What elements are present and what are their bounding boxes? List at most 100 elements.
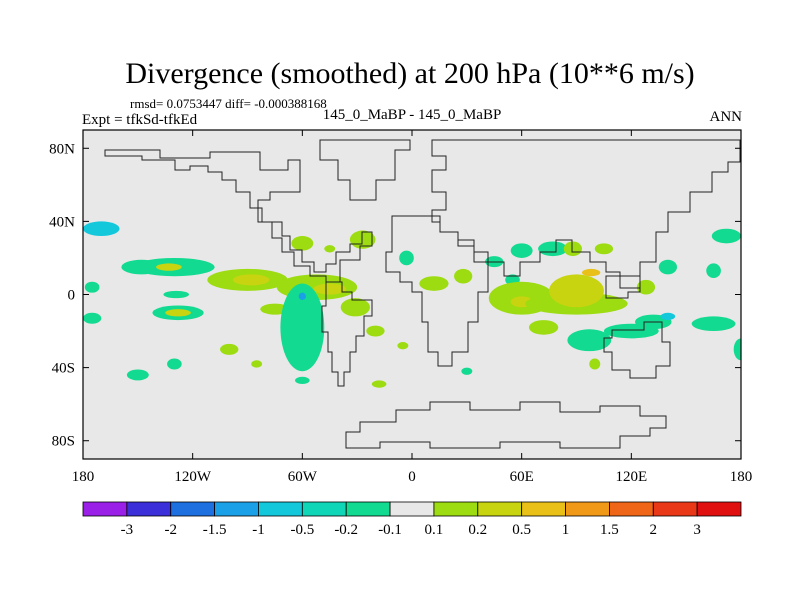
- divergence-blob-25: [126, 369, 149, 381]
- case-label: 145_0_MaBP - 145_0_MaBP: [323, 107, 502, 123]
- colorbar-swatch-9: [477, 501, 523, 517]
- x-tick-label-6: 180: [730, 469, 753, 485]
- colorbar-label-5: -0.2: [334, 522, 358, 538]
- divergence-blob-48: [691, 316, 736, 332]
- divergence-blob-38: [549, 274, 604, 308]
- x-tick-label-5: 120E: [615, 469, 647, 485]
- colorbar-swatch-2: [170, 501, 216, 517]
- y-tick-label-2: 0: [68, 288, 76, 304]
- divergence-blob-11: [232, 274, 270, 286]
- colorbar-swatch-1: [126, 501, 172, 517]
- colorbar-swatch-14: [696, 501, 742, 517]
- divergence-blob-28: [295, 376, 310, 385]
- colorbar-swatch-7: [389, 501, 435, 517]
- x-tick-label-2: 60W: [288, 469, 318, 485]
- colorbar-label-6: -0.1: [378, 522, 402, 538]
- colorbar-swatch-10: [521, 501, 566, 517]
- colorbar-swatch-11: [565, 501, 610, 517]
- divergence-blob-15: [280, 283, 325, 372]
- divergence-blob-8: [156, 263, 182, 271]
- divergence-blob-54: [589, 358, 601, 370]
- colorbar-swatch-13: [652, 501, 698, 517]
- experiment-label: Expt = tfkSd-tfkEd: [82, 112, 198, 128]
- colorbar-swatch-5: [301, 501, 347, 517]
- x-tick-label-0: 180: [72, 469, 95, 485]
- colorbar-label-2: -1.5: [203, 522, 227, 538]
- divergence-blob-3: [83, 312, 102, 324]
- divergence-blob-16: [298, 292, 306, 300]
- maritime-continent-outline: [605, 275, 641, 299]
- eurasia-outline: [431, 139, 741, 289]
- divergence-blob-49: [636, 279, 656, 295]
- divergence-blob-4: [83, 221, 120, 237]
- x-tick-label-4: 60E: [510, 469, 534, 485]
- map-plot: 180 120W 60W 0 60E 120E 180 80N 40N 0 40S 80S: [49, 129, 752, 485]
- colorbar-label-12: 2: [650, 522, 658, 538]
- divergence-blob-31: [454, 268, 473, 284]
- divergence-blob-9: [163, 290, 190, 299]
- divergence-blob-23: [366, 325, 385, 337]
- divergence-blob-51: [706, 263, 721, 279]
- divergence-blob-22: [399, 250, 414, 266]
- colorbar: -3 -2 -1.5 -1 -0.5 -0.2 -0.1 0.1 0.2 0.5 1 1.5 2 3: [82, 501, 742, 538]
- divergence-blob-43: [594, 243, 614, 255]
- colorbar-label-11: 1.5: [600, 522, 619, 538]
- colorbar-label-7: 0.1: [425, 522, 444, 538]
- colorbar-swatch-0: [82, 501, 128, 517]
- colorbar-swatch-4: [258, 501, 303, 517]
- divergence-blob-0: [101, 310, 149, 326]
- divergence-blob-39: [581, 268, 601, 277]
- divergence-blob-17: [340, 298, 370, 317]
- divergence-blob-19: [291, 236, 314, 251]
- divergence-blob-53: [733, 338, 741, 361]
- divergence-blob-20: [324, 245, 336, 253]
- colorbar-swatch-8: [433, 501, 479, 517]
- x-tick-label-3: 0: [408, 469, 416, 485]
- chart-title: Divergence (smoothed) at 200 hPa (10**6 …: [125, 57, 694, 90]
- y-tick-label-4: 80S: [52, 434, 75, 450]
- colorbar-swatch-3: [214, 501, 259, 517]
- divergence-blob-14: [313, 283, 347, 295]
- divergence-blob-27: [251, 360, 263, 368]
- y-tick-label-1: 40N: [49, 214, 75, 230]
- divergence-blob-50: [658, 259, 678, 275]
- divergence-blob-30: [419, 276, 449, 291]
- colorbar-label-9: 0.5: [512, 522, 531, 538]
- colorbar-label-4: -0.5: [290, 522, 314, 538]
- antarctica-outline: [345, 401, 667, 449]
- divergence-blob-52: [711, 228, 741, 244]
- colorbar-swatch-6: [345, 501, 391, 517]
- south-america-outline: [321, 281, 373, 387]
- divergence-blob-29: [371, 380, 387, 388]
- divergence-blob-26: [167, 358, 182, 370]
- africa-outline: [385, 215, 489, 367]
- divergence-blob-18: [220, 343, 239, 355]
- north-america-outline: [104, 149, 373, 283]
- x-tick-label-1: 120W: [174, 469, 212, 485]
- greenland-outline: [319, 139, 411, 201]
- colorbar-label-0: -3: [121, 522, 134, 538]
- colorbar-swatch-12: [609, 501, 654, 517]
- colorbar-label-8: 0.2: [468, 522, 487, 538]
- y-tick-label-3: 40S: [52, 361, 75, 377]
- colorbar-label-1: -2: [164, 522, 177, 538]
- plot-background: [83, 130, 741, 459]
- divergence-blob-42: [563, 241, 582, 257]
- axis-ticks: 180 120W 60W 0 60E 120E 180 80N 40N 0 40S 80S: [49, 130, 752, 485]
- divergence-blob-24: [397, 342, 409, 350]
- colorbar-label-3: -1: [252, 522, 265, 538]
- stats-label: rmsd= 0.0753447 diff= -0.000388168: [130, 96, 327, 111]
- season-label: ANN: [710, 109, 743, 125]
- divergence-blob-44: [567, 329, 612, 352]
- divergence-blob-47: [660, 312, 676, 321]
- divergence-blob-6: [165, 309, 191, 317]
- colorbar-label-10: 1: [562, 522, 570, 538]
- australia-outline: [603, 321, 671, 379]
- divergence-blob-41: [538, 241, 568, 257]
- divergence-blob-33: [510, 243, 533, 258]
- divergence-blob-40: [528, 320, 559, 335]
- divergence-blob-1: [84, 281, 100, 293]
- y-tick-label-0: 80N: [49, 141, 75, 157]
- colorbar-label-13: 3: [693, 522, 701, 538]
